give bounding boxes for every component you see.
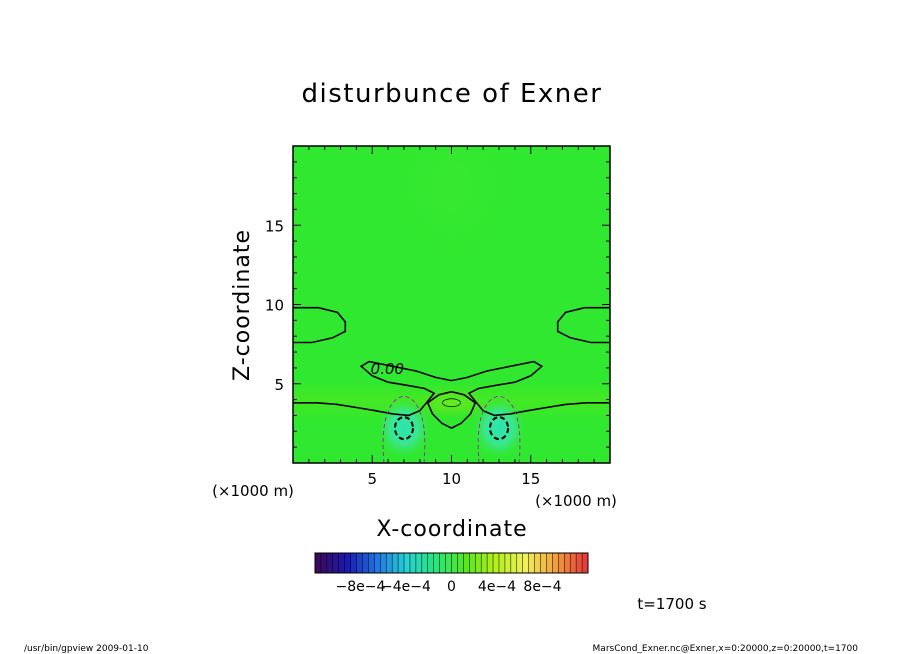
colorbar-cell — [404, 553, 411, 573]
colorbar-cell — [564, 553, 571, 573]
contour-right-lobe — [556, 306, 610, 344]
colorbar: −8e−4−4e−4 0 4e−4 8e−4 — [314, 552, 589, 595]
colorbar-cell — [392, 553, 399, 573]
colorbar-cell — [487, 553, 494, 573]
colorbar-cell — [582, 553, 589, 573]
colorbar-cell — [534, 553, 541, 573]
colorbar-frame — [314, 552, 589, 574]
x-tick-label: 10 — [442, 470, 461, 488]
contour-negative-inner-2 — [489, 416, 510, 441]
colorbar-cell — [445, 553, 452, 573]
colorbar-cell — [368, 553, 375, 573]
contour-max-center — [442, 398, 461, 408]
heatmap-field: 0.00 — [293, 146, 610, 463]
colorbar-cell — [516, 553, 524, 573]
x-axis-label: X-coordinate — [376, 517, 527, 542]
colorbar-cell — [504, 553, 512, 573]
contour-label: 0.00 — [371, 360, 404, 378]
colorbar-cell — [469, 553, 476, 573]
colorbar-cell — [380, 553, 387, 573]
colorbar-tick-label: 0 — [447, 579, 456, 595]
colorbar-cell — [332, 553, 340, 573]
colorbar-cell — [522, 553, 529, 573]
colorbar-cell — [463, 553, 470, 573]
y-tick-label: 15 — [265, 217, 284, 235]
colorbar-cell — [457, 553, 464, 573]
colorbar-cell — [386, 553, 393, 573]
colorbar-cell — [481, 553, 488, 573]
colorbar-tick-label: 8e−4 — [523, 579, 561, 595]
colorbar-cell — [350, 553, 357, 573]
chart-title: disturbunce of Exner — [302, 79, 603, 109]
colorbar-cell — [439, 553, 446, 573]
colorbar-cell — [326, 553, 334, 573]
colorbar-cell — [398, 553, 405, 573]
x-unit-label: (×1000 m) — [535, 492, 617, 510]
contour-inner-max — [426, 390, 477, 429]
colorbar-cell — [344, 553, 351, 573]
contour-zero-band — [293, 360, 610, 417]
field-local-max — [417, 388, 486, 417]
colorbar-cell — [576, 553, 583, 573]
colorbar-cell — [320, 553, 328, 573]
footer-left: /usr/bin/gpview 2009-01-10 — [24, 644, 149, 654]
y-axis-label: Z-coordinate — [230, 229, 255, 381]
colorbar-tick-label: −8e−4 — [336, 579, 386, 595]
x-tick-label: 15 — [521, 470, 540, 488]
colorbar-cell — [315, 553, 322, 573]
colorbar-cell — [570, 553, 577, 573]
colorbar-cell — [374, 553, 381, 573]
colorbar-cell — [510, 553, 518, 573]
y-tick-label: 10 — [265, 297, 284, 315]
colorbar-cell — [356, 553, 363, 573]
colorbar-cell — [475, 553, 482, 573]
colorbar-cell — [427, 553, 434, 573]
colorbar-cell — [546, 553, 553, 573]
colorbar-cell — [362, 553, 369, 573]
contour-left-lobe — [293, 306, 347, 344]
colorbar-tick-label: −4e−4 — [381, 579, 431, 595]
colorbar-cell — [338, 553, 345, 573]
colorbar-cell — [451, 553, 458, 573]
colorbar-cell — [498, 553, 506, 573]
colorbar-tick-label: 4e−4 — [478, 579, 516, 595]
colorbar-cell — [421, 553, 429, 573]
y-tick-label: 5 — [274, 376, 284, 394]
colorbar-cell — [540, 553, 547, 573]
colorbar-cell — [552, 553, 559, 573]
x-tick-label: 5 — [367, 470, 377, 488]
colorbar-cell — [558, 553, 565, 573]
time-label: t=1700 s — [637, 595, 706, 613]
colorbar-cell — [433, 553, 440, 573]
footer-right: MarsCond_Exner.nc@Exner,x=0:20000,z=0:20… — [593, 644, 859, 654]
colorbar-cell — [415, 553, 423, 573]
y-unit-label: (×1000 m) — [212, 482, 294, 500]
colorbar-cell — [409, 553, 417, 573]
plot-area: 0.00 — [293, 146, 610, 463]
colorbar-cell — [528, 553, 535, 573]
colorbar-cell — [493, 553, 500, 573]
contour-negative-inner-1 — [393, 416, 414, 441]
axes: 5 10 15 5 10 15 — [265, 145, 611, 488]
field-upper-region — [381, 146, 522, 269]
